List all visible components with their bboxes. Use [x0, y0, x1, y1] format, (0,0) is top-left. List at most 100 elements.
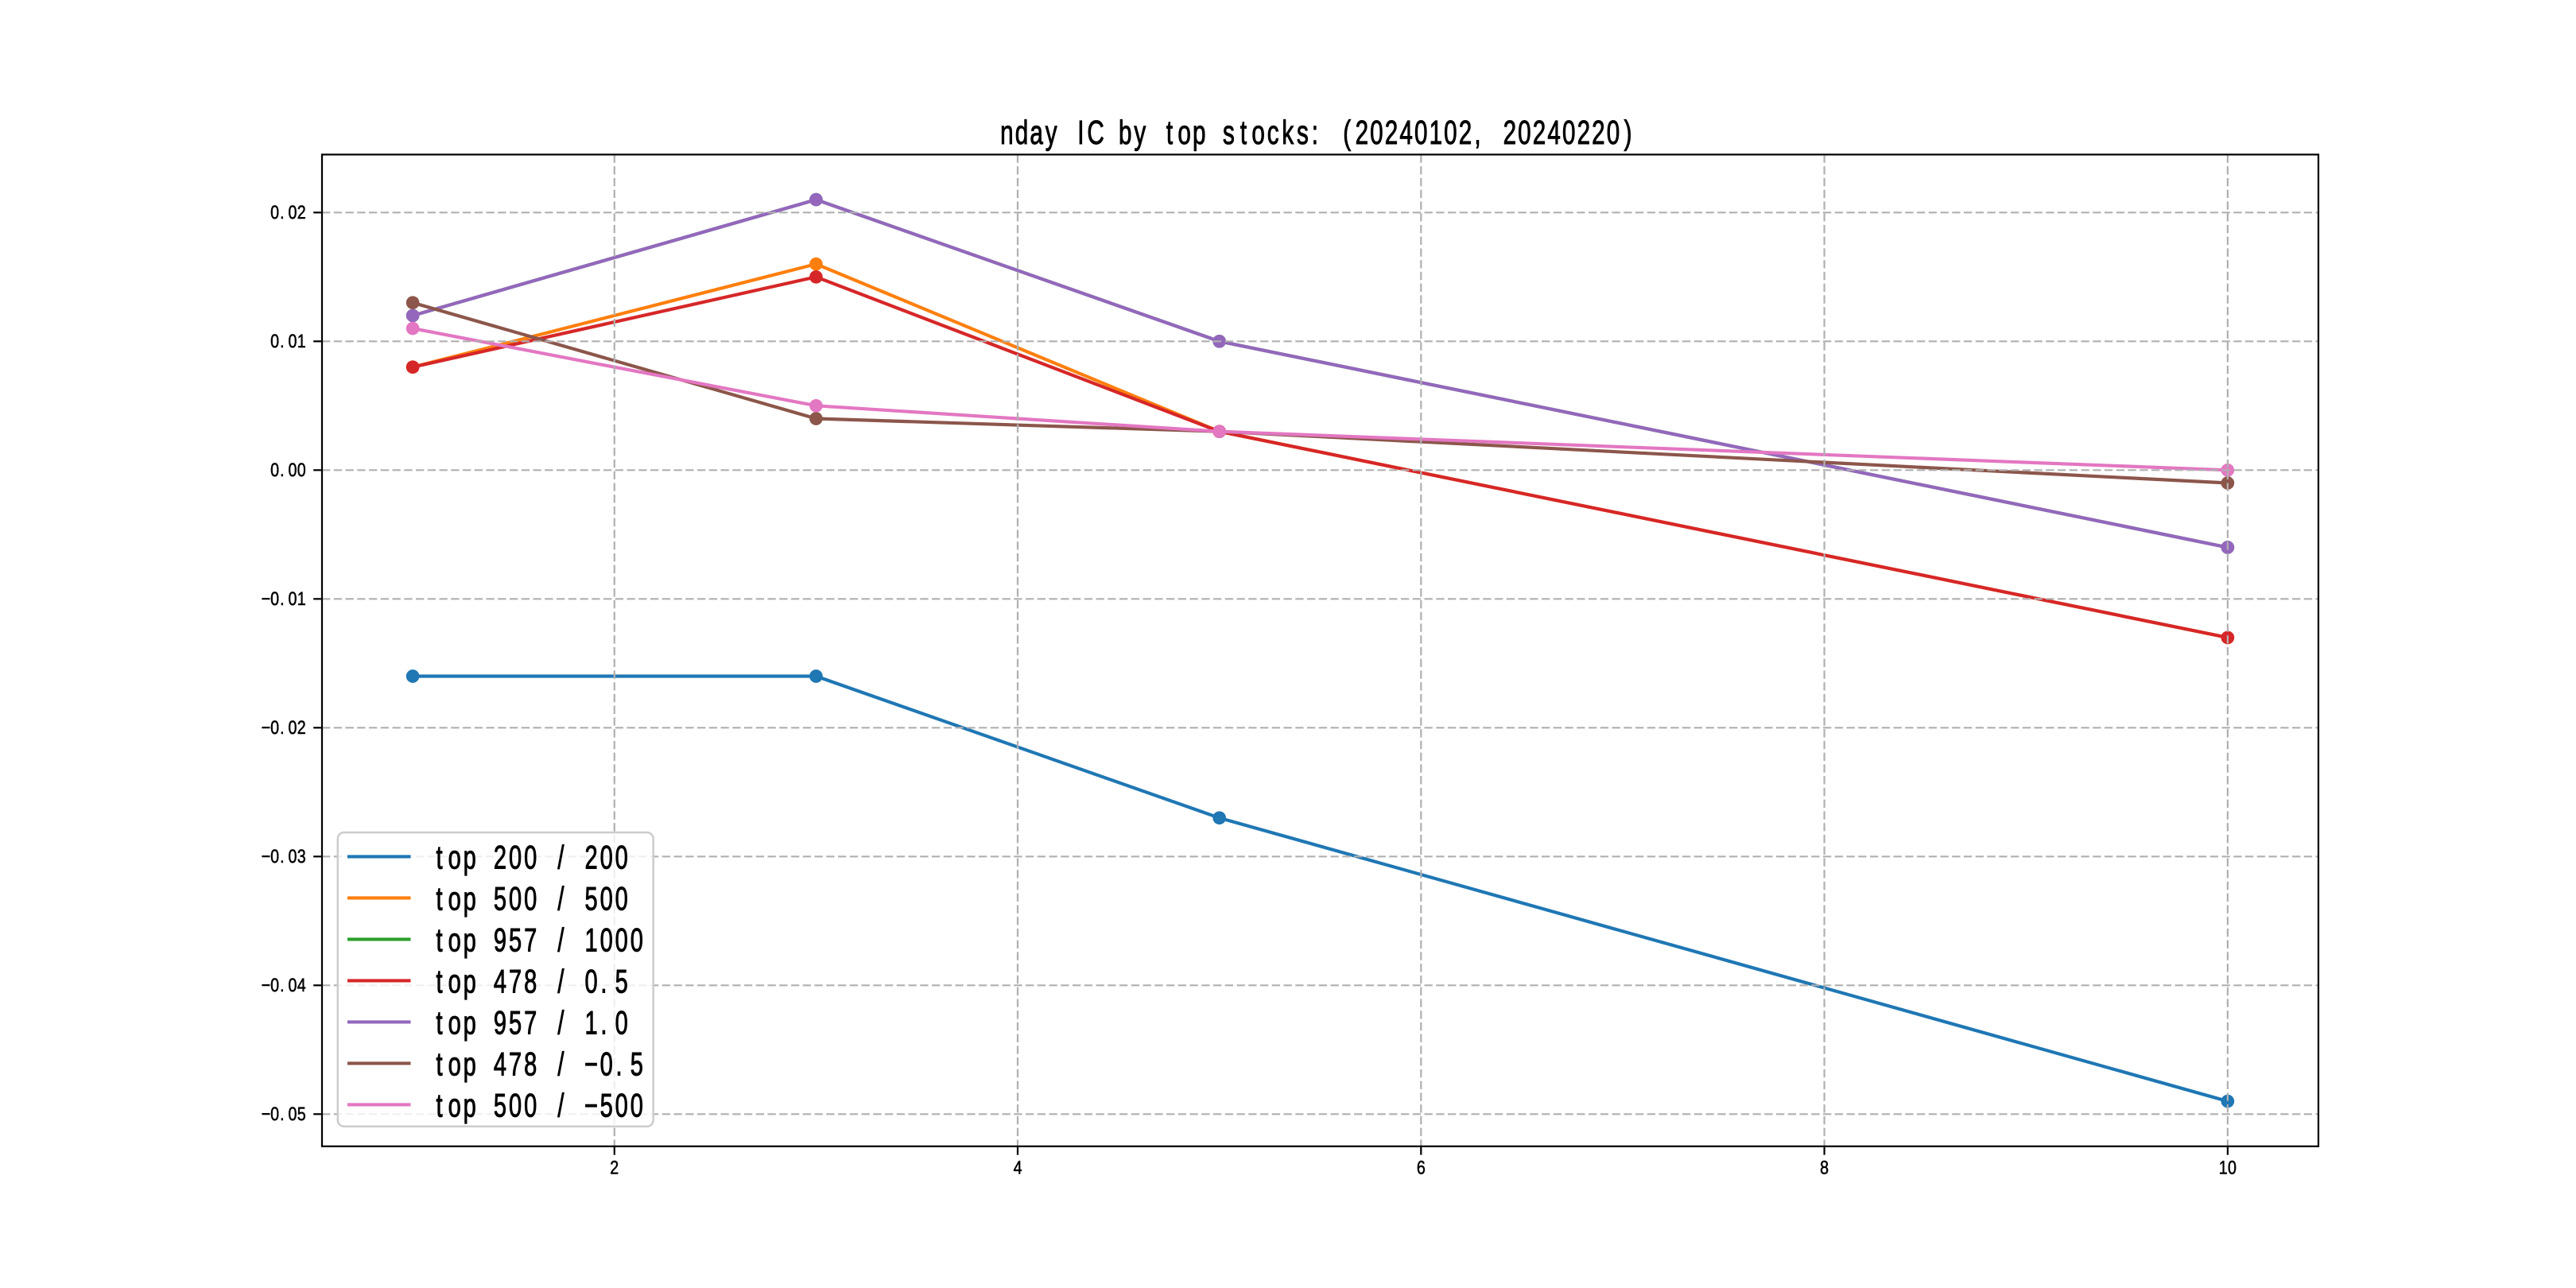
svg-text:0: 0: [630, 1087, 643, 1124]
svg-text:o: o: [448, 1087, 461, 1124]
svg-text:,: ,: [1474, 114, 1480, 151]
svg-text:0: 0: [289, 332, 297, 352]
svg-text:8: 8: [1820, 1158, 1829, 1178]
svg-text:/: /: [557, 1046, 564, 1083]
svg-text:.: .: [280, 589, 284, 610]
svg-text:2: 2: [297, 718, 306, 739]
svg-text:0: 0: [270, 976, 279, 996]
svg-text:p: p: [464, 880, 476, 918]
svg-text:2: 2: [297, 203, 306, 223]
svg-text:−: −: [262, 589, 270, 610]
svg-text:4: 4: [494, 963, 506, 1000]
svg-text:o: o: [448, 1046, 461, 1083]
svg-text:p: p: [464, 1046, 476, 1083]
svg-text:.: .: [280, 460, 284, 481]
svg-text:0: 0: [297, 460, 306, 481]
svg-text:5: 5: [509, 1004, 522, 1042]
svg-text:7: 7: [524, 1004, 537, 1042]
svg-text:0: 0: [1444, 114, 1457, 151]
svg-text:o: o: [1177, 114, 1190, 151]
svg-text::: :: [1312, 114, 1318, 151]
svg-text:4: 4: [1014, 1158, 1022, 1178]
svg-text:s: s: [1297, 114, 1309, 151]
svg-text:s: s: [1223, 114, 1235, 151]
svg-text:0: 0: [1414, 114, 1427, 151]
svg-text:4: 4: [1399, 114, 1412, 151]
svg-text:2: 2: [1503, 114, 1516, 151]
svg-text:0: 0: [615, 839, 628, 876]
svg-text:0: 0: [600, 1046, 613, 1083]
svg-text:o: o: [448, 963, 461, 1000]
svg-text:p: p: [464, 963, 476, 1000]
svg-text:t: t: [436, 1087, 443, 1124]
svg-text:0: 0: [289, 718, 297, 739]
svg-text:0: 0: [289, 847, 297, 867]
svg-text:0: 0: [289, 1104, 297, 1125]
svg-text:d: d: [1015, 114, 1028, 151]
svg-text:y: y: [1046, 114, 1057, 151]
svg-text:t: t: [436, 921, 443, 959]
svg-text:−: −: [262, 976, 270, 996]
svg-text:0: 0: [1562, 114, 1575, 151]
svg-text:t: t: [1166, 114, 1173, 151]
svg-text:−: −: [262, 1104, 270, 1125]
svg-text:−: −: [262, 847, 270, 867]
svg-text:c: c: [1267, 114, 1279, 151]
svg-text:(: (: [1343, 114, 1351, 151]
svg-text:7: 7: [509, 963, 522, 1000]
svg-text:o: o: [448, 1004, 461, 1042]
svg-text:/: /: [557, 1004, 564, 1042]
svg-text:0: 0: [270, 1104, 279, 1125]
svg-text:−: −: [584, 1046, 598, 1083]
svg-text:p: p: [464, 921, 476, 959]
svg-text:6: 6: [1417, 1158, 1426, 1178]
svg-text:2: 2: [1533, 114, 1546, 151]
svg-text:−: −: [262, 718, 270, 739]
svg-text:t: t: [436, 963, 443, 1000]
svg-text:p: p: [464, 1004, 476, 1042]
svg-text:.: .: [280, 847, 284, 867]
svg-text:0: 0: [289, 589, 297, 610]
svg-text:t: t: [1240, 114, 1247, 151]
svg-text:0: 0: [615, 1004, 628, 1042]
svg-text:2: 2: [1385, 114, 1398, 151]
svg-text:0: 0: [1370, 114, 1383, 151]
svg-text:0: 0: [524, 880, 537, 918]
svg-text:o: o: [448, 880, 461, 918]
svg-text:o: o: [448, 921, 461, 959]
svg-text:0: 0: [270, 847, 279, 867]
svg-text:−: −: [584, 1087, 598, 1124]
svg-text:): ): [1624, 114, 1632, 151]
svg-text:8: 8: [524, 1046, 537, 1083]
svg-text:9: 9: [494, 1004, 506, 1042]
svg-text:0: 0: [615, 921, 628, 959]
svg-text:0: 0: [270, 203, 279, 223]
svg-text:o: o: [448, 839, 461, 876]
svg-text:0: 0: [1607, 114, 1620, 151]
svg-text:0: 0: [289, 976, 297, 996]
svg-text:0: 0: [2228, 1158, 2237, 1178]
svg-text:.: .: [280, 332, 284, 352]
svg-text:p: p: [464, 1087, 476, 1124]
svg-text:/: /: [557, 963, 564, 1000]
svg-text:2: 2: [1592, 114, 1604, 151]
svg-text:0: 0: [289, 203, 297, 223]
svg-text:n: n: [1000, 114, 1013, 151]
svg-text:0: 0: [270, 718, 279, 739]
svg-text:0: 0: [270, 460, 279, 481]
svg-text:5: 5: [509, 921, 522, 959]
svg-text:2: 2: [1356, 114, 1368, 151]
svg-text:0: 0: [600, 880, 613, 918]
svg-text:1: 1: [297, 332, 306, 352]
svg-text:t: t: [436, 1004, 443, 1042]
svg-text:0: 0: [600, 921, 613, 959]
svg-text:p: p: [1193, 114, 1205, 151]
svg-text:5: 5: [494, 880, 506, 918]
svg-text:7: 7: [509, 1046, 522, 1083]
svg-text:2: 2: [1577, 114, 1590, 151]
svg-text:4: 4: [494, 1046, 506, 1083]
svg-text:2: 2: [610, 1158, 619, 1178]
svg-text:9: 9: [494, 921, 506, 959]
svg-text:k: k: [1282, 114, 1294, 151]
svg-text:0: 0: [289, 460, 297, 481]
